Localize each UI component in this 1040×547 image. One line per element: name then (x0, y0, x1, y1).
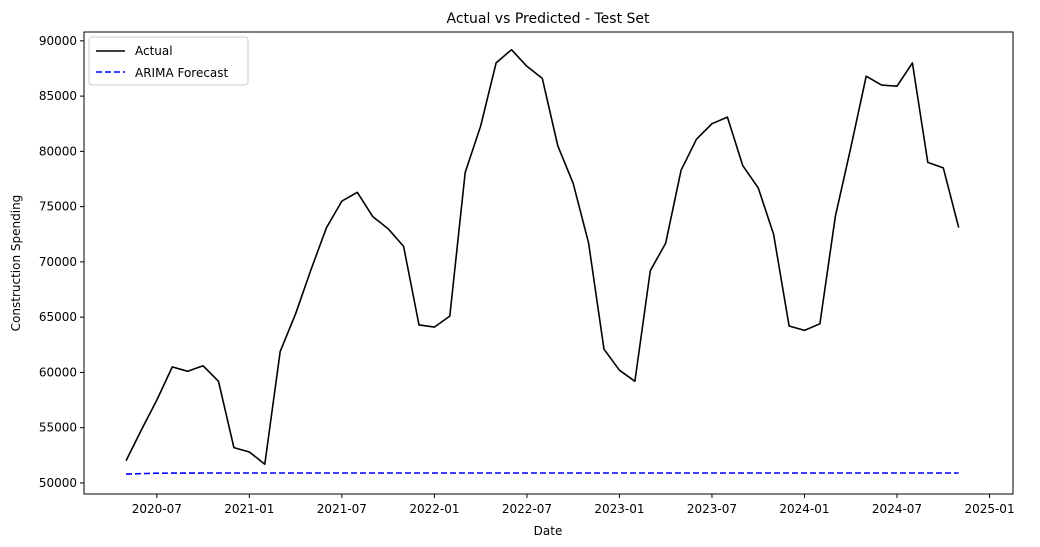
y-tick-label: 85000 (39, 89, 77, 103)
chart-title: Actual vs Predicted - Test Set (446, 11, 650, 27)
x-tick-label: 2022-01 (409, 502, 459, 516)
x-tick-label: 2020-07 (132, 502, 182, 516)
x-tick-label: 2024-07 (872, 502, 922, 516)
x-tick-label: 2023-07 (687, 502, 737, 516)
series-layer (125, 48, 960, 475)
y-tick-label: 65000 (39, 310, 77, 324)
y-tick-label: 55000 (39, 421, 77, 435)
x-tick-label: 2023-01 (594, 502, 644, 516)
legend-label-actual: Actual (135, 44, 173, 58)
y-tick-label: 70000 (39, 255, 77, 269)
legend-label-arima-forecast: ARIMA Forecast (135, 66, 229, 80)
y-tick-label: 50000 (39, 476, 77, 490)
x-axis-label: Date (534, 524, 563, 538)
series-line-arima-forecast (125, 472, 959, 475)
x-tick-label: 2025-01 (964, 502, 1014, 516)
plot-area (83, 31, 1014, 495)
legend: Actual ARIMA Forecast (88, 36, 249, 86)
y-tick-label: 75000 (39, 200, 77, 214)
y-axis: 50000 55000 60000 65000 70000 75000 80000 85000… (39, 34, 84, 490)
y-tick-label: 90000 (39, 34, 77, 48)
x-axis: 2020-07 2021-01 2021-07 2022-01 2022-07 2023-… (132, 494, 1015, 516)
series-line-actual (125, 48, 960, 466)
y-tick-label: 60000 (39, 365, 77, 379)
x-tick-label: 2021-01 (224, 502, 274, 516)
x-tick-label: 2021-07 (317, 502, 367, 516)
x-tick-label: 2022-07 (502, 502, 552, 516)
legend-box (88, 36, 249, 86)
y-tick-label: 80000 (39, 144, 77, 158)
y-axis-label: Construction Spending (9, 195, 23, 332)
x-tick-label: 2024-01 (779, 502, 829, 516)
